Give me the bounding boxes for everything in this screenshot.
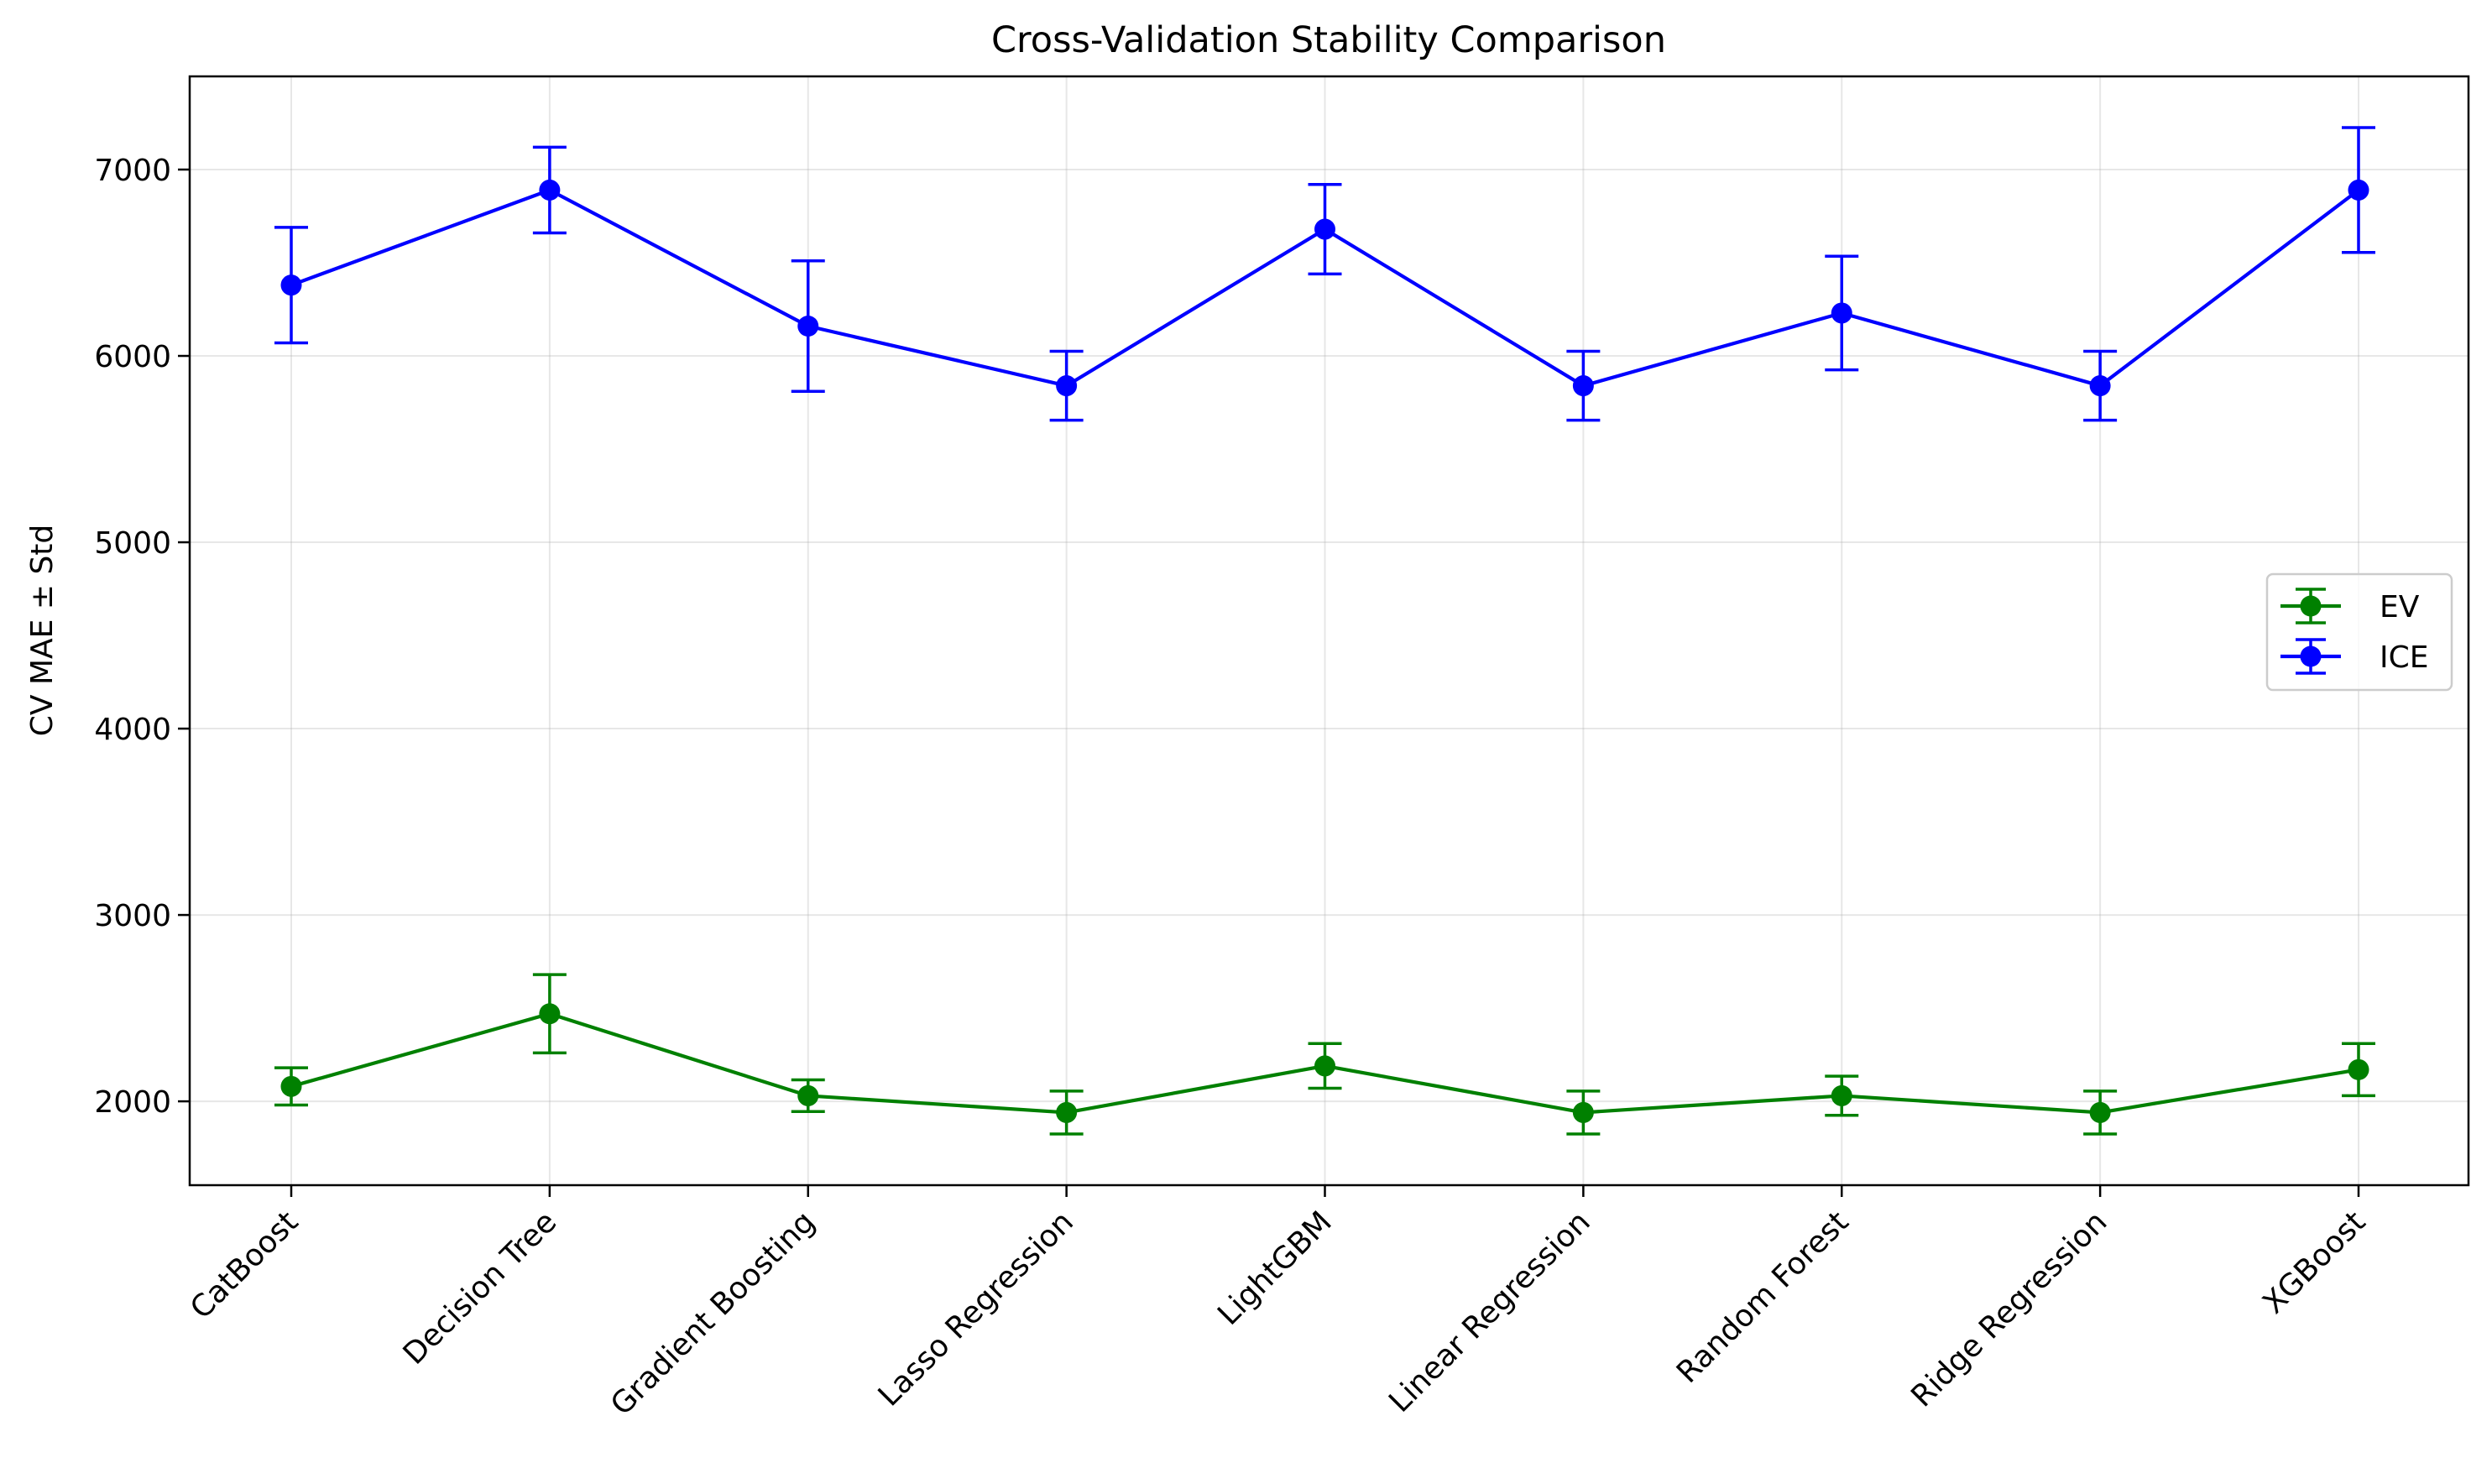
data-point xyxy=(280,1075,302,1097)
y-tick-label: 7000 xyxy=(94,154,171,188)
legend: EV ICE xyxy=(2265,572,2453,692)
legend-label: EV xyxy=(2380,590,2420,624)
plot-frame xyxy=(188,75,2470,1187)
data-point xyxy=(1314,1055,1335,1077)
data-point xyxy=(1314,218,1335,240)
y-tick-label: 5000 xyxy=(94,526,171,561)
chart-title: Cross-Validation Stability Comparison xyxy=(991,19,1666,61)
data-point xyxy=(2348,179,2369,201)
data-point xyxy=(797,1084,819,1106)
y-tick-label: 2000 xyxy=(94,1085,171,1120)
grid-layer xyxy=(190,76,2468,1185)
data-point xyxy=(797,316,819,337)
data-point xyxy=(2348,1058,2369,1080)
data-point xyxy=(1056,1101,1078,1123)
legend-marker xyxy=(2300,645,2322,667)
data-point xyxy=(1831,302,1852,324)
data-point xyxy=(1831,1084,1852,1106)
data-point xyxy=(1572,1101,1594,1123)
data-point xyxy=(1572,375,1594,397)
series-ice xyxy=(274,126,2375,422)
legend-label: ICE xyxy=(2380,640,2429,675)
data-point xyxy=(2089,375,2111,397)
data-point xyxy=(539,179,561,201)
data-point xyxy=(2089,1101,2111,1123)
series-ev xyxy=(274,973,2375,1136)
series-layer xyxy=(274,126,2375,1136)
y-tick-label: 3000 xyxy=(94,899,171,933)
y-tick-label: 4000 xyxy=(94,713,171,747)
y-axis-label: CV MAE ± Std xyxy=(25,525,60,737)
data-point xyxy=(1056,375,1078,397)
data-point xyxy=(539,1003,561,1025)
y-tick-label: 6000 xyxy=(94,340,171,374)
legend-marker xyxy=(2300,595,2322,617)
data-point xyxy=(280,274,302,296)
